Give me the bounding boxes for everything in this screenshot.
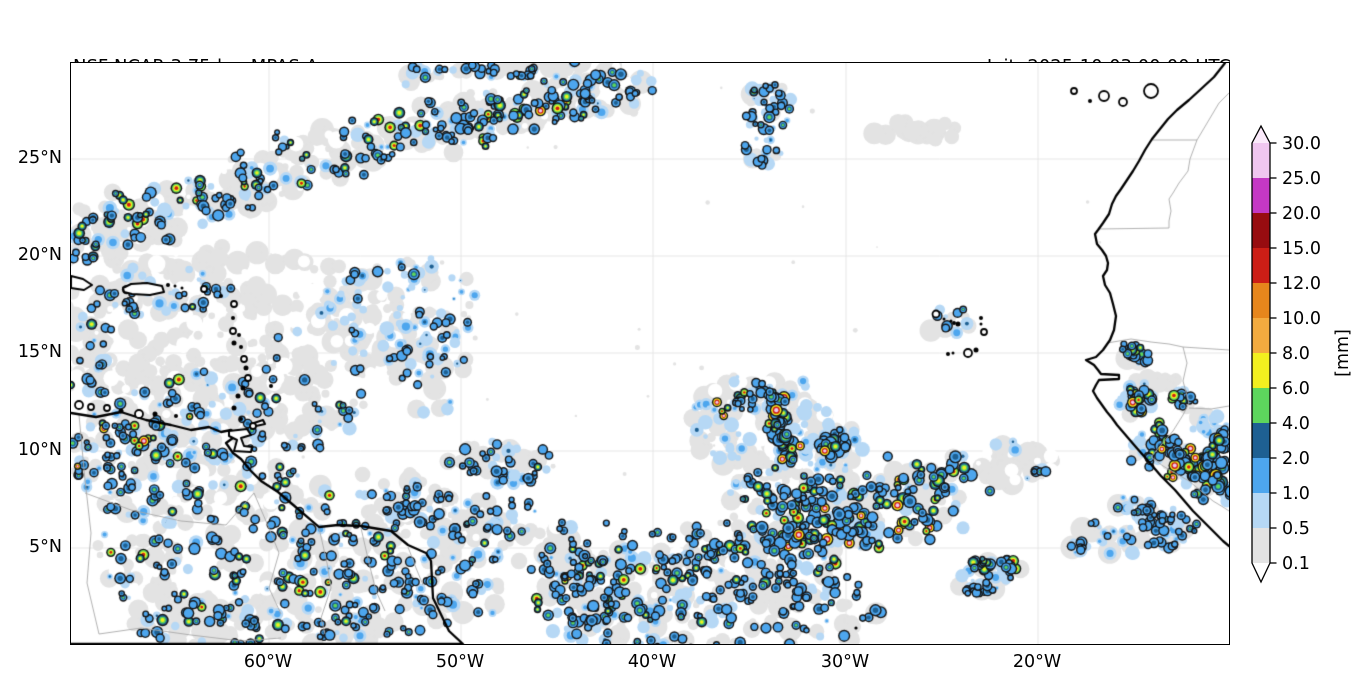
x-tick-label: 30°W <box>820 652 870 672</box>
colorbar-segment <box>1252 248 1270 283</box>
colorbar-segment <box>1252 213 1270 248</box>
colorbar-units-label: [mm] <box>1333 329 1353 377</box>
colorbar: 0.1 0.5 1.0 2.0 4.0 6.0 8.0 10.0 12.0 15.0 20.0 25.… <box>1251 124 1353 584</box>
colorbar-tick-label: 25.0 <box>1282 169 1321 189</box>
colorbar-segment <box>1252 283 1270 318</box>
colorbar-segment <box>1252 388 1270 423</box>
precipitation-map-canvas <box>71 63 1229 644</box>
y-tick-label: 5°N <box>29 537 62 557</box>
colorbar-segment <box>1252 458 1270 493</box>
colorbar-tick-label: 30.0 <box>1282 134 1321 154</box>
map-frame <box>70 62 1230 645</box>
colorbar-tick-label: 4.0 <box>1282 414 1310 434</box>
colorbar-tick-label: 0.1 <box>1282 554 1310 574</box>
colorbar-tick-label: 1.0 <box>1282 484 1310 504</box>
x-tick-label: 40°W <box>627 652 677 672</box>
colorbar-tick-label: 2.0 <box>1282 449 1310 469</box>
colorbar-tick-label: 15.0 <box>1282 239 1321 259</box>
colorbar-tick-label: 10.0 <box>1282 309 1321 329</box>
colorbar-segment <box>1252 528 1270 563</box>
colorbar-segment <box>1252 318 1270 353</box>
colorbar-tick-label: 12.0 <box>1282 274 1321 294</box>
y-tick-label: 10°N <box>17 440 62 460</box>
colorbar-segment <box>1252 178 1270 213</box>
colorbar-segment <box>1252 423 1270 458</box>
colorbar-tick-label: 20.0 <box>1282 204 1321 224</box>
x-tick-label: 20°W <box>1012 652 1062 672</box>
y-tick-label: 20°N <box>17 245 62 265</box>
colorbar-under-arrow <box>1252 563 1270 582</box>
x-tick-label: 50°W <box>435 652 485 672</box>
colorbar-segment <box>1252 143 1270 178</box>
colorbar-segment <box>1252 493 1270 528</box>
colorbar-tick-label: 8.0 <box>1282 344 1310 364</box>
y-tick-label: 25°N <box>17 148 62 168</box>
y-tick-label: 15°N <box>17 342 62 362</box>
colorbar-segment <box>1252 353 1270 388</box>
colorbar-over-arrow <box>1252 126 1270 143</box>
colorbar-tick-label: 0.5 <box>1282 519 1310 539</box>
colorbar-tick-label: 6.0 <box>1282 379 1310 399</box>
x-tick-label: 60°W <box>243 652 293 672</box>
